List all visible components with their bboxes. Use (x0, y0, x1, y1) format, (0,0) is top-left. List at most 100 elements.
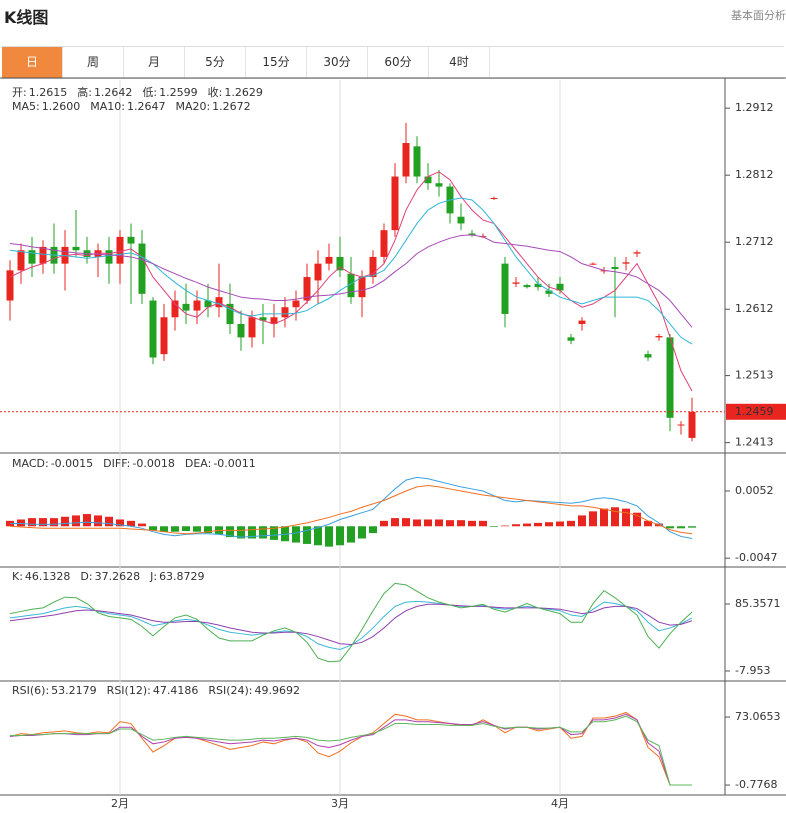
macd-bar (39, 518, 47, 527)
macd-bar (380, 520, 388, 527)
candle-body (182, 303, 190, 311)
candle-body (369, 256, 377, 278)
legend-value: 1.2600 (42, 100, 81, 113)
candle-body (358, 277, 366, 298)
macd-bar (446, 520, 454, 527)
candle-body (39, 246, 47, 264)
candle-body (545, 290, 553, 294)
macd-bar (534, 522, 542, 527)
y-tick-label: 1.2812 (735, 168, 774, 181)
legend-label: DIFF: (103, 457, 130, 470)
macd-bar (435, 519, 443, 527)
candle-body (160, 317, 168, 355)
legend-value: 1.2629 (224, 86, 263, 99)
macd-bar (567, 520, 575, 527)
macd-bar (171, 526, 179, 532)
macd-bar (644, 520, 652, 527)
macd-bar (336, 526, 344, 546)
macd-bar (413, 519, 421, 527)
candle-body (611, 267, 619, 270)
candle-body (644, 354, 652, 358)
period-tab[interactable]: 日 (2, 47, 63, 78)
candle-body (204, 300, 212, 308)
header: K线图 基本面分析 (0, 0, 786, 30)
macd-bar (61, 516, 69, 527)
y-tick-label: -0.0047 (735, 551, 777, 564)
period-tab[interactable]: 5分 (185, 47, 246, 78)
candle-body (666, 337, 674, 418)
indicator-line (10, 476, 693, 539)
period-tab[interactable]: 30分 (307, 47, 368, 78)
macd-bar (490, 526, 498, 527)
last-price-label: 1.2459 (735, 405, 774, 418)
indicator-line (9, 197, 693, 345)
candle-body (138, 243, 146, 294)
period-tab[interactable]: 15分 (246, 47, 307, 78)
macd-bar (270, 526, 278, 540)
macd-bar (193, 526, 201, 532)
legend-label: MA10: (90, 100, 125, 113)
macd-bar (325, 526, 333, 547)
legend-label: 高: (77, 85, 92, 99)
y-tick-label: 1.2413 (735, 436, 774, 449)
candle-body (303, 277, 311, 301)
candle-body (567, 337, 575, 341)
legend-value: 37.2628 (95, 570, 141, 583)
legend-value: -0.0018 (132, 457, 174, 470)
y-tick-label: 1.2712 (735, 235, 774, 248)
legend-value: 1.2642 (94, 86, 133, 99)
period-tabs: 日周月 5分 15分 30分 60分 4时 (2, 46, 784, 79)
macd-bar (545, 522, 553, 527)
candle-body (325, 256, 333, 264)
candle-body (534, 283, 542, 288)
macd-bar (402, 518, 410, 527)
indicator-line (9, 485, 693, 535)
period-tab[interactable]: 4时 (429, 47, 490, 78)
y-tick-label: 0.0052 (735, 484, 774, 497)
candle-body (347, 273, 355, 298)
macd-bar (501, 525, 509, 527)
fundamentals-link[interactable]: 基本面分析 (731, 9, 786, 22)
candle-body (578, 320, 586, 324)
period-tab[interactable]: 60分 (368, 47, 429, 78)
y-tick-label: 1.2912 (735, 101, 774, 114)
candle-body (292, 300, 300, 308)
macd-bar (358, 526, 366, 539)
macd-bar (303, 526, 311, 544)
candle-body (215, 297, 223, 308)
candle-body (127, 236, 135, 244)
macd-bar (237, 526, 245, 539)
page-title: K线图 (4, 8, 49, 27)
macd-bar (226, 526, 234, 538)
last-price-box (726, 403, 786, 420)
macd-bar (457, 520, 465, 527)
candle-body (402, 143, 410, 177)
legend-label: 低: (142, 86, 157, 99)
macd-bar (666, 526, 674, 529)
macd-bar (677, 526, 685, 529)
candle-body (512, 282, 520, 284)
legend-label: RSI(6): (12, 684, 49, 697)
candle-body (248, 317, 256, 338)
candle-body (336, 256, 344, 271)
candle-body (226, 303, 234, 324)
period-tab[interactable]: 月 (124, 47, 185, 78)
candle-body (28, 250, 36, 264)
candle-body (193, 300, 201, 311)
candle-body (116, 236, 124, 264)
candle-body (523, 285, 531, 288)
y-tick-label: -7.953 (735, 664, 770, 677)
period-tab[interactable]: 周 (63, 47, 124, 78)
macd-bar (281, 526, 289, 542)
macd-bar (479, 520, 487, 527)
macd-bar (28, 518, 36, 527)
macd-bar (523, 523, 531, 527)
macd-bar (468, 520, 476, 527)
candle-body (171, 300, 179, 318)
legend-label: DEA: (185, 457, 211, 470)
macd-bar (622, 508, 630, 527)
macd-bar (556, 521, 564, 527)
macd-bar (248, 526, 256, 539)
